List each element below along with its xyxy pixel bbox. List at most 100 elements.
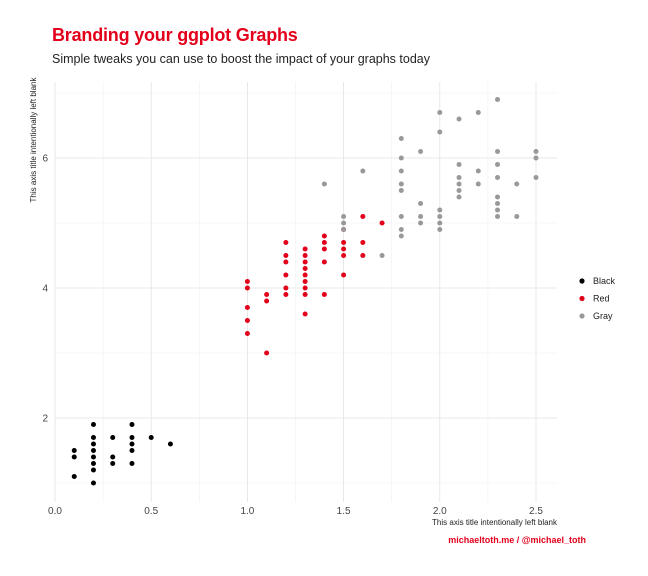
point-red bbox=[302, 285, 308, 291]
point-red bbox=[244, 331, 250, 336]
point-black bbox=[90, 454, 96, 460]
point-red bbox=[244, 285, 250, 291]
point-black bbox=[110, 454, 116, 460]
point-red bbox=[379, 220, 385, 226]
point-gray bbox=[398, 188, 404, 193]
point-gray bbox=[437, 220, 443, 226]
point-gray bbox=[475, 110, 481, 115]
point-red bbox=[321, 259, 327, 265]
point-red bbox=[244, 279, 250, 284]
point-black bbox=[129, 461, 135, 466]
point-black bbox=[129, 448, 135, 453]
legend-key-black bbox=[579, 278, 585, 284]
point-red bbox=[341, 240, 347, 245]
point-red bbox=[283, 285, 289, 291]
data-points bbox=[71, 97, 539, 486]
point-gray bbox=[341, 227, 347, 232]
point-black bbox=[129, 441, 135, 447]
point-red bbox=[283, 292, 289, 297]
point-black bbox=[90, 467, 96, 473]
point-black bbox=[90, 422, 96, 427]
point-red bbox=[264, 292, 270, 297]
point-gray bbox=[533, 155, 539, 161]
point-gray bbox=[321, 181, 327, 187]
point-red bbox=[341, 253, 347, 258]
x-tick-label: 1.0 bbox=[240, 506, 254, 517]
point-red bbox=[321, 233, 327, 239]
point-gray bbox=[398, 181, 404, 187]
point-gray bbox=[418, 214, 424, 219]
point-gray bbox=[495, 162, 501, 167]
point-gray bbox=[418, 201, 424, 206]
point-gray bbox=[379, 253, 385, 258]
point-red bbox=[360, 240, 366, 245]
point-black bbox=[90, 480, 96, 486]
point-gray bbox=[475, 181, 481, 187]
point-red bbox=[283, 272, 289, 278]
point-black bbox=[129, 422, 135, 427]
x-tick-label: 1.5 bbox=[337, 506, 351, 517]
x-tick-label: 2.5 bbox=[529, 506, 543, 517]
point-gray bbox=[437, 129, 443, 135]
point-black bbox=[90, 448, 96, 453]
point-gray bbox=[437, 227, 443, 232]
point-red bbox=[321, 292, 327, 297]
caption: michaeltoth.me / @michael_toth bbox=[448, 535, 586, 545]
point-black bbox=[71, 474, 77, 479]
point-black bbox=[90, 441, 96, 447]
point-red bbox=[321, 246, 327, 252]
point-gray bbox=[456, 188, 462, 193]
point-red bbox=[302, 253, 308, 258]
point-gray bbox=[418, 149, 424, 154]
point-red bbox=[360, 214, 366, 219]
point-red bbox=[302, 311, 308, 317]
point-gray bbox=[514, 181, 520, 187]
y-tick-labels: 2 4 6 bbox=[42, 154, 48, 425]
point-black bbox=[90, 435, 96, 440]
point-gray bbox=[341, 214, 347, 219]
legend-label-black: Black bbox=[593, 276, 616, 286]
point-gray bbox=[533, 175, 539, 180]
point-gray bbox=[456, 194, 462, 200]
chart-title: Branding your ggplot Graphs bbox=[52, 25, 298, 45]
point-gray bbox=[495, 194, 501, 200]
point-gray bbox=[456, 181, 462, 187]
x-tick-label: 0.5 bbox=[144, 506, 158, 517]
point-red bbox=[264, 350, 270, 356]
x-tick-label: 0.0 bbox=[48, 506, 62, 517]
point-gray bbox=[495, 214, 501, 219]
point-gray bbox=[437, 110, 443, 115]
point-gray bbox=[398, 227, 404, 232]
point-black bbox=[167, 441, 173, 447]
y-tick-label: 6 bbox=[42, 154, 48, 165]
point-gray bbox=[437, 214, 443, 219]
point-red bbox=[244, 305, 250, 310]
legend-key-red bbox=[579, 295, 585, 302]
point-gray bbox=[360, 168, 366, 174]
point-gray bbox=[495, 201, 501, 206]
x-axis-title: This axis title intentionally left blank bbox=[432, 518, 558, 527]
x-tick-labels: 0.0 0.5 1.0 1.5 2.0 2.5 bbox=[48, 506, 543, 517]
point-red bbox=[302, 279, 308, 284]
point-gray bbox=[437, 207, 443, 213]
point-black bbox=[90, 461, 96, 466]
point-red bbox=[264, 298, 270, 304]
point-red bbox=[244, 318, 250, 323]
point-black bbox=[148, 435, 154, 440]
point-red bbox=[302, 266, 308, 271]
point-black bbox=[129, 435, 135, 440]
y-tick-label: 2 bbox=[42, 414, 48, 425]
legend-label-gray: Gray bbox=[593, 311, 613, 321]
point-gray bbox=[456, 175, 462, 180]
point-gray bbox=[475, 168, 481, 174]
point-black bbox=[71, 454, 77, 460]
point-red bbox=[302, 246, 308, 252]
y-axis-title: This axis title intentionally left blank bbox=[29, 77, 38, 203]
legend: Black Red Gray bbox=[579, 276, 616, 321]
point-gray bbox=[514, 214, 520, 219]
legend-key-gray bbox=[579, 313, 585, 319]
point-red bbox=[302, 272, 308, 278]
point-red bbox=[341, 246, 347, 252]
point-red bbox=[321, 240, 327, 245]
